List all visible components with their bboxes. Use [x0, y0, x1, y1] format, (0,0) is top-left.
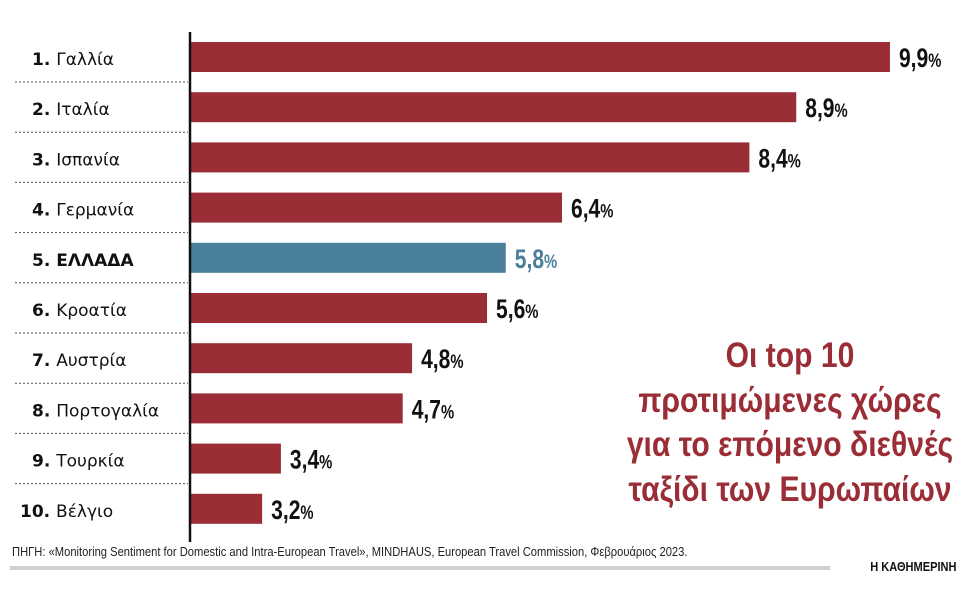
source-note: ΠΗΓΗ: «Monitoring Sentiment for Domestic…: [12, 544, 688, 559]
rank: 5.: [32, 251, 56, 271]
country-name: Ιταλία: [56, 100, 109, 120]
country-name: Πορτογαλία: [56, 401, 159, 421]
value: 8,9: [805, 94, 834, 124]
rank: 7.: [32, 351, 56, 371]
bar: [190, 92, 797, 123]
value-label-group: 3,4%: [290, 445, 332, 475]
bar: [190, 443, 281, 474]
country-name: Τουρκία: [55, 452, 124, 472]
value-label-group: 4,7%: [412, 395, 454, 425]
bar: [190, 493, 263, 524]
unit: %: [441, 402, 454, 423]
bar: [190, 393, 403, 424]
unit: %: [788, 151, 801, 172]
value-label-group: 3,2%: [271, 495, 313, 525]
value-label: 8,9%: [805, 94, 847, 124]
category-label: 10. Βέλγιο: [20, 502, 113, 522]
rank: 3.: [32, 150, 56, 170]
title-line: προτιμώμενες χώρες: [638, 380, 942, 420]
unit: %: [450, 351, 463, 372]
country-name: Ισπανία: [56, 150, 120, 170]
rank: 4.: [32, 201, 56, 221]
rank: 1.: [32, 50, 56, 70]
title-line: ταξίδι των Ευρωπαίων: [628, 469, 952, 509]
unit: %: [525, 301, 538, 322]
value-label: 5,6%: [496, 295, 538, 325]
unit: %: [600, 201, 613, 222]
category-label: 2. Ιταλία: [32, 100, 110, 120]
value-label: 3,4%: [290, 445, 332, 475]
category-label: 3. Ισπανία: [32, 150, 120, 170]
value-label-group: 5,6%: [496, 295, 538, 325]
value-label-group: 5,8%: [515, 244, 557, 274]
bar: [190, 293, 488, 323]
title-line: Οι top 10: [725, 336, 855, 375]
rank: 8.: [32, 401, 56, 421]
country-name: Κροατία: [56, 301, 127, 321]
value: 4,7: [412, 395, 441, 425]
unit: %: [544, 251, 557, 272]
value-label-group: 8,4%: [758, 144, 800, 174]
category-label: 5. ΕΛΛΑΔΑ: [32, 251, 134, 271]
country-name: Γερμανία: [56, 201, 134, 221]
country-name: ΕΛΛΑΔΑ: [56, 251, 134, 271]
value: 4,8: [421, 345, 450, 375]
category-label: 9. Τουρκία: [32, 452, 125, 472]
value-label: 6,4%: [571, 194, 613, 224]
rank: 6.: [32, 301, 56, 321]
bar: [190, 192, 562, 223]
brand-logo: Η ΚΑΘΗΜΕΡΙΝΗ: [869, 559, 956, 574]
category-label: 1. Γαλλία: [32, 50, 114, 70]
category-label: 8. Πορτογαλία: [32, 401, 159, 421]
unit: %: [300, 502, 313, 523]
bar: [190, 142, 750, 173]
rank: 10.: [20, 502, 56, 522]
unit: %: [319, 452, 332, 473]
chart-title: Οι top 10 προτιμώμενες χώρες για το επόμ…: [627, 334, 954, 512]
value-label: 4,8%: [421, 345, 463, 375]
rank: 9.: [32, 452, 56, 472]
category-label: 4. Γερμανία: [32, 201, 134, 221]
value: 6,4: [571, 194, 601, 224]
footer-rule: [10, 566, 830, 570]
value: 5,8: [515, 244, 544, 274]
value: 3,4: [290, 445, 320, 475]
value: 8,4: [758, 144, 788, 174]
rank: 2.: [32, 100, 56, 120]
value: 9,9: [899, 44, 928, 74]
bar: [190, 42, 890, 72]
unit: %: [928, 50, 941, 71]
bar: [190, 242, 506, 273]
value-label-group: 6,4%: [571, 194, 613, 224]
value-label-group: 4,8%: [421, 345, 463, 375]
country-name: Βέλγιο: [56, 502, 113, 522]
value-label: 8,4%: [758, 144, 800, 174]
unit: %: [835, 100, 848, 121]
country-name: Αυστρία: [56, 351, 126, 371]
value-label-group: 9,9%: [899, 44, 941, 74]
category-label: 6. Κροατία: [32, 301, 127, 321]
value-label: 4,7%: [412, 395, 454, 425]
category-label: 7. Αυστρία: [32, 351, 126, 371]
value: 5,6: [496, 295, 525, 325]
value-label: 3,2%: [271, 495, 313, 525]
country-name: Γαλλία: [56, 50, 114, 70]
bar: [190, 343, 413, 374]
title-line: για το επόμενο διεθνές: [626, 425, 954, 464]
value-label: 5,8%: [515, 244, 557, 274]
value: 3,2: [271, 495, 300, 525]
value-label-group: 8,9%: [805, 94, 847, 124]
value-label: 9,9%: [899, 44, 941, 74]
